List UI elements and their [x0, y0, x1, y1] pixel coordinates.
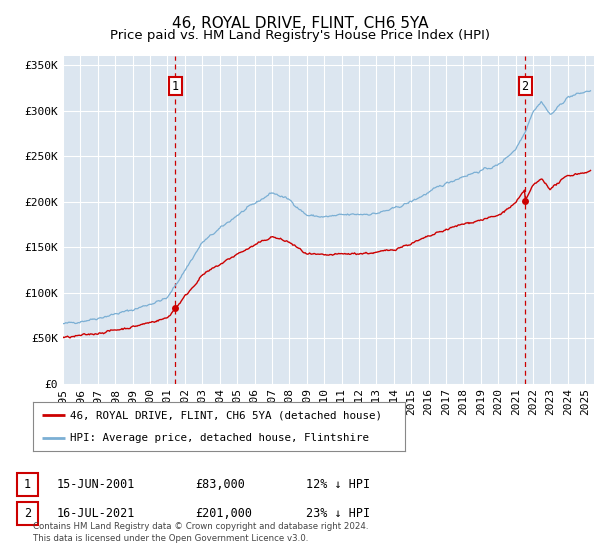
Text: 16-JUL-2021: 16-JUL-2021 [57, 507, 136, 520]
Text: 15-JUN-2001: 15-JUN-2001 [57, 478, 136, 491]
Text: 46, ROYAL DRIVE, FLINT, CH6 5YA (detached house): 46, ROYAL DRIVE, FLINT, CH6 5YA (detache… [70, 410, 382, 421]
Text: 2: 2 [24, 507, 31, 520]
Text: Contains HM Land Registry data © Crown copyright and database right 2024.
This d: Contains HM Land Registry data © Crown c… [33, 522, 368, 543]
Text: Price paid vs. HM Land Registry's House Price Index (HPI): Price paid vs. HM Land Registry's House … [110, 29, 490, 42]
Text: 2: 2 [521, 80, 529, 92]
Text: 46, ROYAL DRIVE, FLINT, CH6 5YA: 46, ROYAL DRIVE, FLINT, CH6 5YA [172, 16, 428, 31]
Text: £201,000: £201,000 [195, 507, 252, 520]
Text: 12% ↓ HPI: 12% ↓ HPI [306, 478, 370, 491]
Text: 1: 1 [24, 478, 31, 491]
Text: £83,000: £83,000 [195, 478, 245, 491]
Text: HPI: Average price, detached house, Flintshire: HPI: Average price, detached house, Flin… [70, 433, 369, 444]
Text: 23% ↓ HPI: 23% ↓ HPI [306, 507, 370, 520]
Text: 1: 1 [172, 80, 179, 92]
